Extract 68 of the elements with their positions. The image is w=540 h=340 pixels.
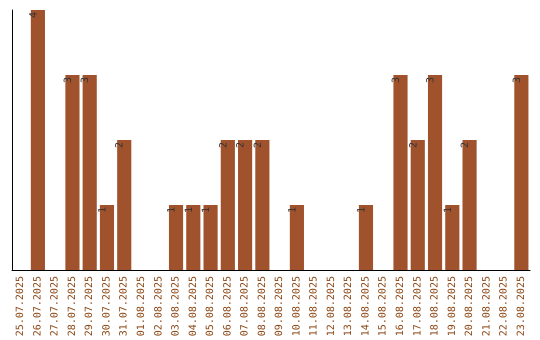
x-tick-label: 09.08.2025: [274, 276, 286, 336]
bar: [30, 10, 45, 270]
data-label: 4: [28, 12, 40, 18]
bar: [410, 140, 425, 270]
x-tick-label: 14.08.2025: [360, 276, 372, 336]
bar: [117, 140, 132, 270]
data-label: 1: [201, 207, 212, 214]
x-tick-label: 12.08.2025: [326, 276, 337, 336]
x-tick-label: 23.08.2025: [516, 276, 527, 336]
x-tick-label: 26.07.2025: [32, 276, 44, 336]
data-label: 2: [252, 142, 264, 148]
x-tick-label: 25.07.2025: [15, 276, 26, 336]
data-label: 2: [218, 142, 230, 148]
x-tick-label: 03.08.2025: [170, 276, 182, 336]
bar: [445, 205, 460, 270]
x-tick-label: 11.08.2025: [308, 276, 320, 336]
data-label: 2: [460, 142, 472, 148]
data-label: 1: [287, 207, 298, 214]
x-tick-label: 05.08.2025: [205, 276, 216, 336]
data-label: 3: [512, 77, 523, 84]
x-tick-label: 20.08.2025: [464, 276, 476, 336]
bar: [462, 140, 477, 270]
bar: [220, 140, 235, 270]
x-tick-label: 28.07.2025: [66, 276, 78, 336]
data-label: 1: [166, 207, 178, 214]
bar: [186, 205, 200, 270]
bar: [238, 140, 252, 270]
bar: [393, 75, 408, 270]
data-label: 3: [426, 77, 437, 84]
x-tick-label: 02.08.2025: [153, 276, 164, 336]
bar: [428, 75, 442, 270]
data-label: 1: [97, 207, 108, 214]
x-tick-label: 17.08.2025: [412, 276, 424, 336]
data-label: 1: [184, 207, 195, 214]
x-tick-label: 13.08.2025: [343, 276, 354, 336]
x-tick-label: 19.08.2025: [446, 276, 458, 336]
bar: [358, 205, 374, 270]
x-tick-label: 16.08.2025: [395, 276, 406, 336]
x-tick-label: 06.08.2025: [222, 276, 234, 336]
x-tick-label: 21.08.2025: [481, 276, 492, 336]
bar: [82, 75, 97, 270]
data-label: 3: [80, 77, 92, 84]
bar: [514, 75, 528, 270]
x-tick-label: 18.08.2025: [430, 276, 441, 336]
bar: [168, 205, 184, 270]
bar: [203, 205, 218, 270]
x-tick-label: 31.07.2025: [118, 276, 130, 336]
data-label: 2: [236, 142, 247, 148]
x-tick-label: 10.08.2025: [291, 276, 302, 336]
bar: [290, 205, 304, 270]
x-tick-label: 08.08.2025: [256, 276, 268, 336]
bar: [65, 75, 80, 270]
data-label: 2: [114, 142, 126, 148]
x-tick-label: 29.07.2025: [84, 276, 96, 336]
x-tick-label: 30.07.2025: [101, 276, 112, 336]
x-tick-label: 15.08.2025: [378, 276, 389, 336]
data-label: 3: [391, 77, 402, 84]
x-tick-label: 27.07.2025: [50, 276, 61, 336]
bar: [255, 140, 270, 270]
bar: [100, 205, 114, 270]
x-tick-label: 01.08.2025: [136, 276, 147, 336]
data-label: 3: [62, 77, 74, 84]
x-tick-label: 22.08.2025: [498, 276, 510, 336]
x-tick-label: 07.08.2025: [240, 276, 251, 336]
data-label: 2: [408, 142, 420, 148]
x-tick-label: 04.08.2025: [188, 276, 199, 336]
data-label: 1: [442, 207, 454, 214]
data-label: 1: [356, 207, 368, 214]
